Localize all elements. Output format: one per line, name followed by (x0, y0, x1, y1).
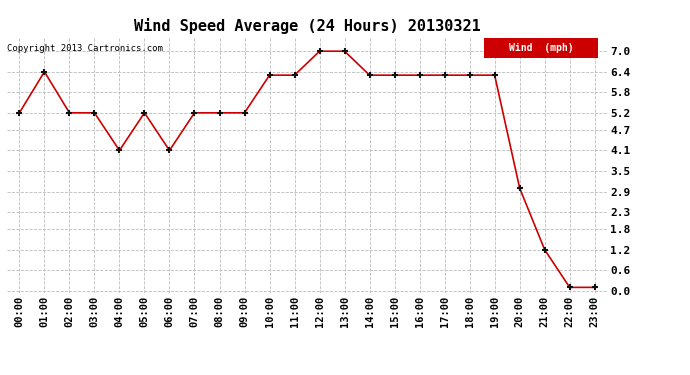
Title: Wind Speed Average (24 Hours) 20130321: Wind Speed Average (24 Hours) 20130321 (134, 18, 480, 33)
Text: Copyright 2013 Cartronics.com: Copyright 2013 Cartronics.com (7, 44, 163, 52)
